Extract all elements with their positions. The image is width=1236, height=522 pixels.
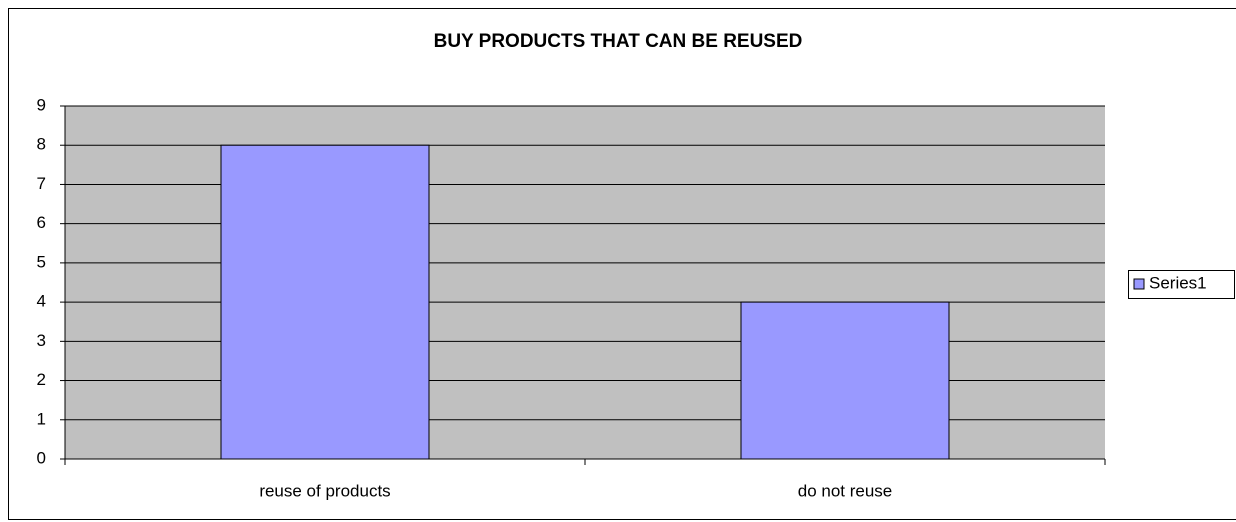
x-tick-label: do not reuse xyxy=(798,481,893,500)
y-tick-label: 8 xyxy=(37,135,46,154)
y-tick-label: 2 xyxy=(37,370,46,389)
y-tick-label: 0 xyxy=(37,448,46,467)
y-tick-label: 1 xyxy=(37,409,46,428)
y-tick-label: 6 xyxy=(37,213,46,232)
chart-title: BUY PRODUCTS THAT CAN BE REUSED xyxy=(434,31,803,52)
legend-box xyxy=(1128,270,1235,299)
y-tick-label: 4 xyxy=(37,292,46,311)
x-tick-label: reuse of products xyxy=(259,481,390,500)
bar xyxy=(740,301,950,460)
y-tick-label: 5 xyxy=(37,252,46,271)
legend-swatch xyxy=(1133,278,1145,290)
y-tick-label: 3 xyxy=(37,331,46,350)
bar xyxy=(220,144,430,460)
y-tick-label: 7 xyxy=(37,174,46,193)
y-tick-label: 9 xyxy=(37,95,46,114)
legend-label: Series1 xyxy=(1149,273,1207,292)
